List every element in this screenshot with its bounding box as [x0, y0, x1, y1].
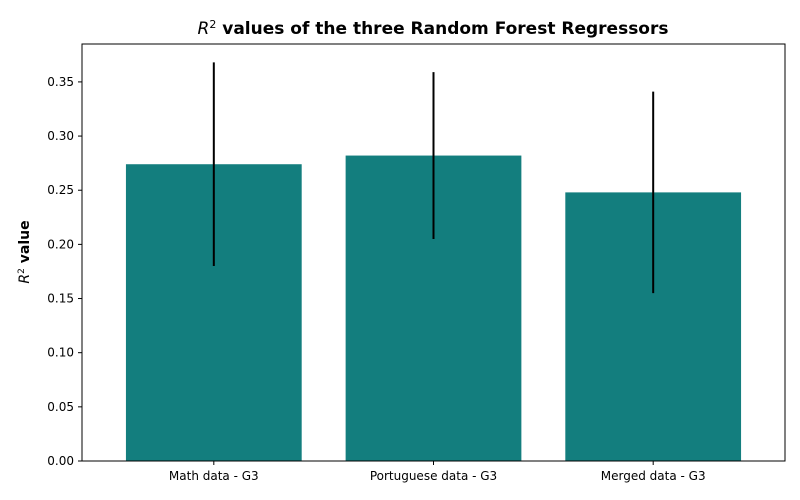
error-bars-group — [212, 62, 655, 294]
y-tick-label: 0.10 — [47, 346, 74, 360]
x-tick-label: Merged data - G3 — [601, 469, 706, 483]
y-tick-label: 0.30 — [47, 129, 74, 143]
y-axis-label: R2 value — [17, 220, 33, 283]
y-tick-label: 0.20 — [47, 237, 74, 251]
plot-frame — [81, 43, 786, 462]
x-tick-label: Portuguese data - G3 — [370, 469, 497, 483]
y-axis-ticks: 0.00 0.05 0.10 0.15 0.20 0.25 0.30 0.35 — [47, 75, 82, 468]
y-tick-label: 0.05 — [47, 400, 74, 414]
y-tick-label: 0.15 — [47, 292, 74, 306]
x-axis-ticks: Math data - G3 Portuguese data - G3 Merged… — [169, 461, 706, 483]
y-tick-label: 0.35 — [47, 75, 74, 89]
y-tick-label: 0.00 — [47, 454, 74, 468]
x-tick-label: Math data - G3 — [169, 469, 259, 483]
y-tick-label: 0.25 — [47, 183, 74, 197]
chart-title: R2 values of the three Random Forest Reg… — [198, 18, 669, 40]
